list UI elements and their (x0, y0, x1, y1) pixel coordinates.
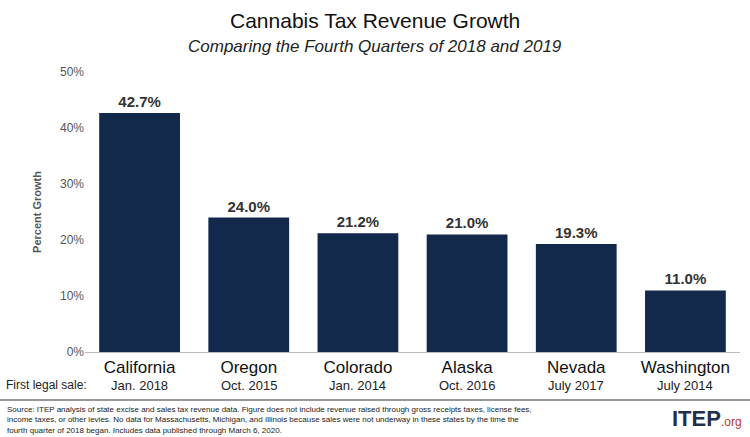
svg-text:40%: 40% (60, 121, 84, 135)
svg-text:24.0%: 24.0% (227, 198, 270, 215)
svg-text:21.0%: 21.0% (446, 214, 489, 231)
svg-text:Comparing the Fourth Quarters: Comparing the Fourth Quarters of 2018 an… (188, 37, 562, 56)
svg-text:Jan. 2018: Jan. 2018 (111, 378, 168, 393)
svg-text:21.2%: 21.2% (337, 213, 380, 230)
svg-text:Oct. 2016: Oct. 2016 (439, 378, 495, 393)
svg-text:Oct. 2015: Oct. 2015 (221, 378, 277, 393)
svg-text:ITEP.org: ITEP.org (672, 406, 742, 431)
svg-text:42.7%: 42.7% (118, 93, 161, 110)
svg-text:50%: 50% (60, 65, 84, 79)
svg-text:Colorado: Colorado (323, 358, 392, 377)
svg-text:20%: 20% (60, 233, 84, 247)
svg-text:19.3%: 19.3% (555, 224, 598, 241)
svg-text:July 2017: July 2017 (548, 378, 604, 393)
svg-text:0%: 0% (67, 345, 85, 359)
svg-text:Alaska: Alaska (442, 358, 494, 377)
svg-text:Nevada: Nevada (547, 358, 606, 377)
svg-text:Oregon: Oregon (220, 358, 277, 377)
svg-text:10%: 10% (60, 289, 84, 303)
svg-text:Percent Growth: Percent Growth (31, 171, 43, 253)
svg-text:First legal sale:: First legal sale: (6, 378, 87, 392)
svg-text:Source: ITEP analysis of state: Source: ITEP analysis of state excise an… (7, 405, 532, 435)
svg-text:July 2014: July 2014 (657, 378, 713, 393)
svg-text:California: California (104, 358, 176, 377)
svg-text:Washington: Washington (641, 358, 730, 377)
svg-text:11.0%: 11.0% (665, 270, 707, 287)
svg-text:Cannabis Tax Revenue Growth: Cannabis Tax Revenue Growth (230, 9, 520, 32)
svg-text:30%: 30% (60, 177, 84, 191)
svg-text:Jan. 2014: Jan. 2014 (329, 378, 386, 393)
